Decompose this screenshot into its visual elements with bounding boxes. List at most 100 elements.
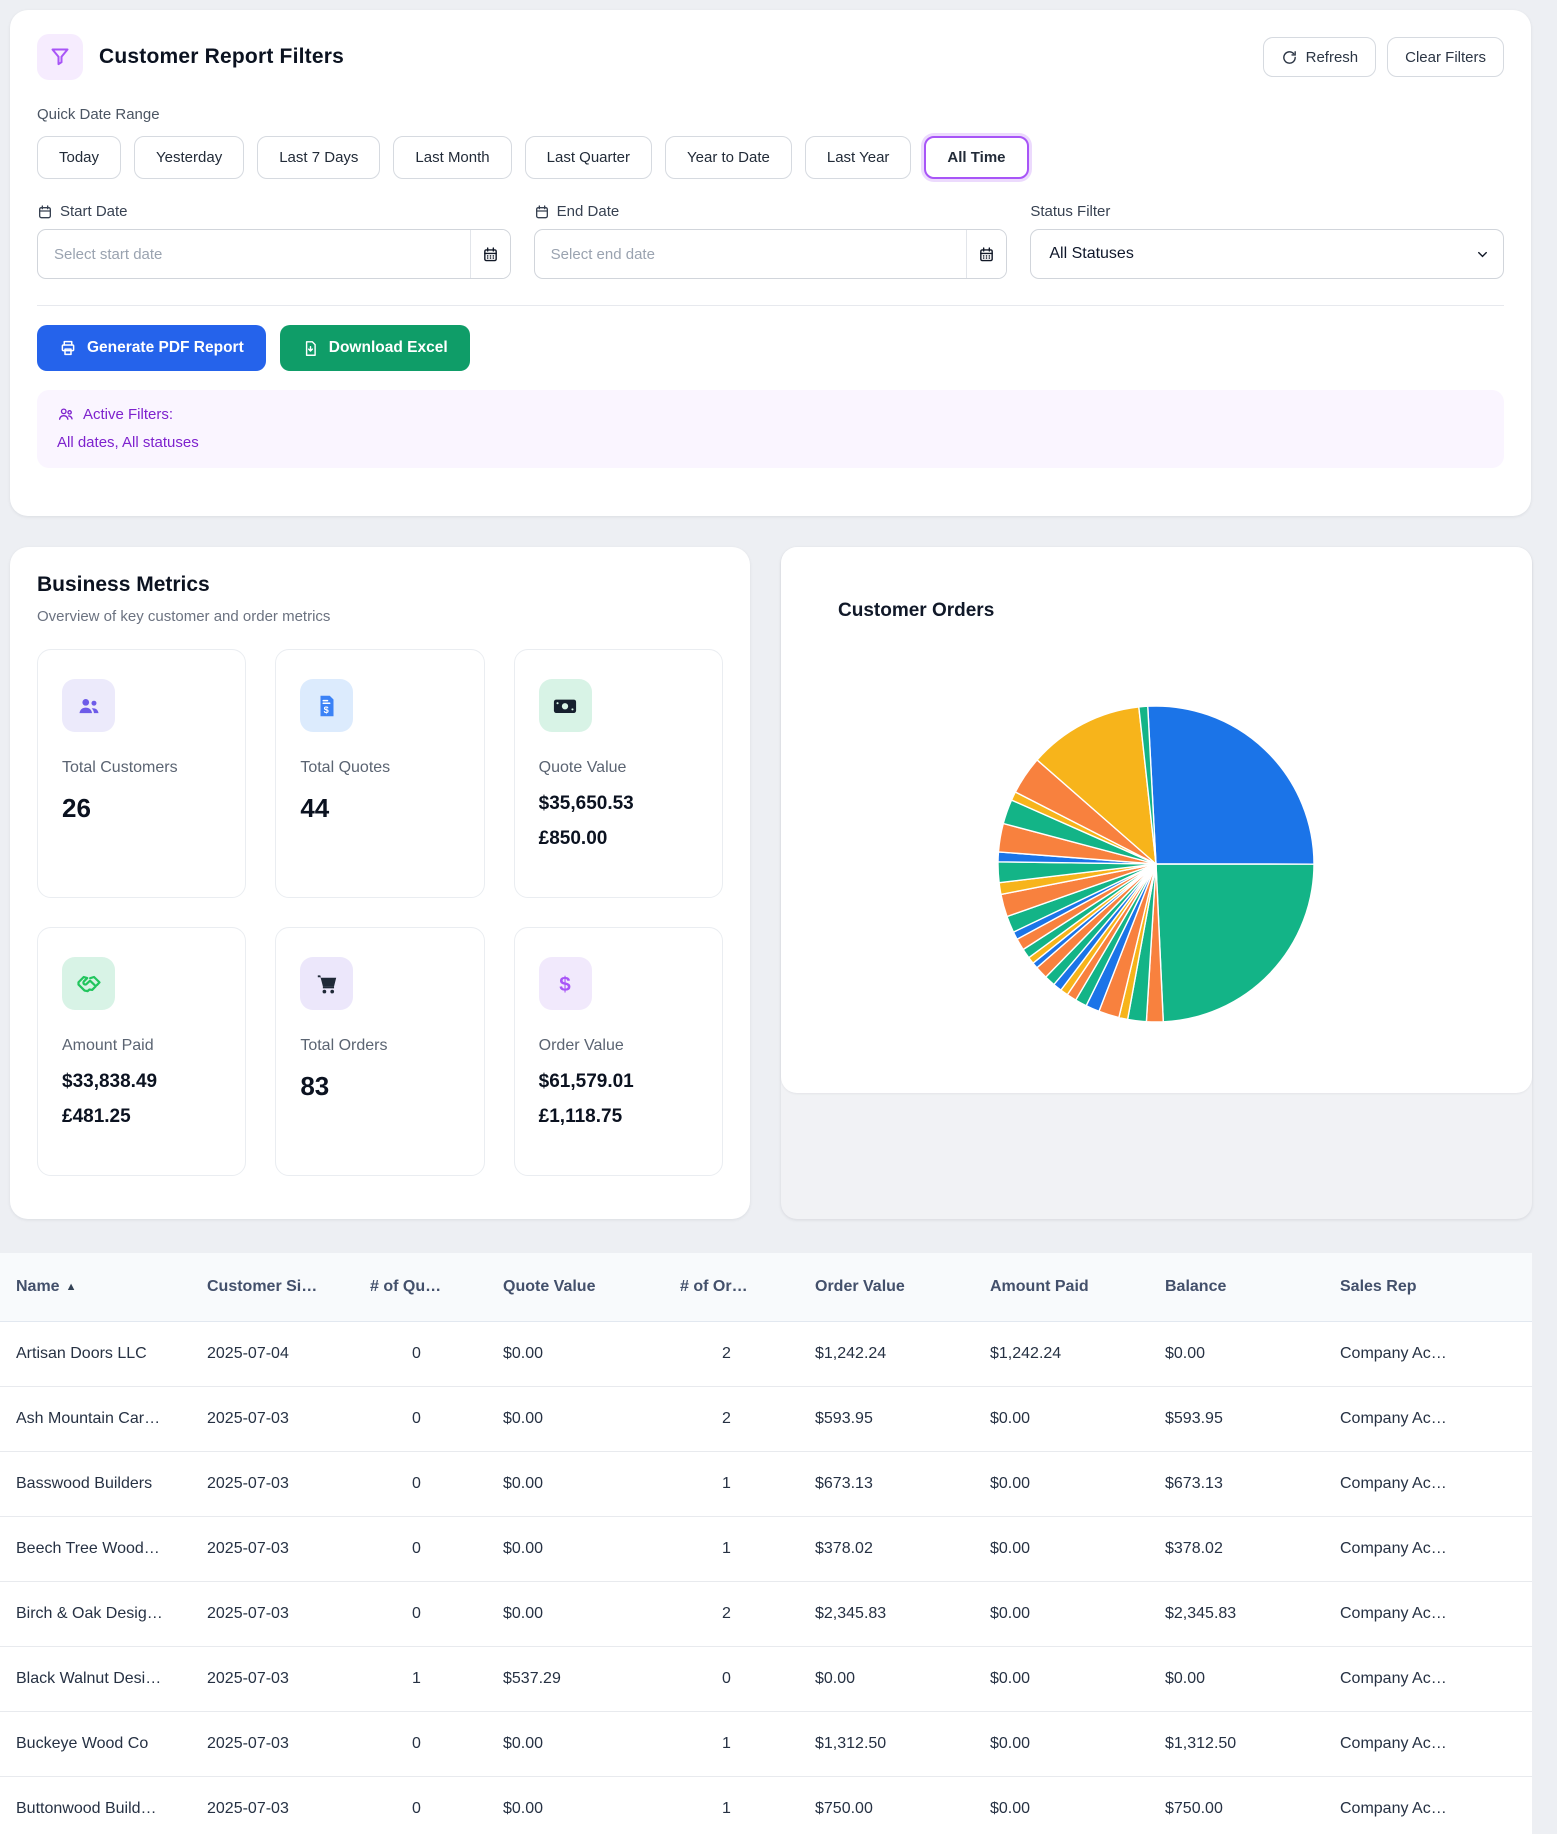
quick-range-last-year[interactable]: Last Year [804,136,912,179]
cell-balance: $378.02 [1165,1540,1223,1557]
money-bill-icon [538,679,592,732]
cell-sales-rep: Company Ac… [1340,1540,1447,1557]
cell-amount-paid: $0.00 [990,1410,1031,1427]
start-date-calendar-button[interactable] [469,230,510,278]
cell-order-value: $2,345.83 [815,1605,887,1622]
metric-value-secondary: £481.25 [62,1106,131,1127]
cell-customer-si-: 2025-07-03 [207,1735,289,1752]
file-download-icon [302,340,319,357]
column-header--of-or-[interactable]: # of Or… [680,1278,748,1295]
column-header-quote-value[interactable]: Quote Value [503,1278,596,1295]
customer-orders-card: Customer Orders [781,547,1532,1219]
table-row[interactable]: Buttonwood Build… 2025-07-03 0 $0.00 1 $750.0… [0,1777,1532,1834]
cell-customer-si-: 2025-07-03 [207,1670,289,1687]
customer-orders-pie-chart [997,705,1315,1023]
cell-name: Ash Mountain Car… [16,1410,161,1427]
quick-range-all-time[interactable]: All Time [924,136,1029,179]
cell--of-or-: 2 [722,1605,731,1622]
quick-range-last-month[interactable]: Last Month [393,136,512,179]
metric-value: 26 [62,793,91,823]
metric-tile-order-value: $ Order Value $61,579.01 £1,118.75 [513,927,723,1176]
metric-value-secondary: £1,118.75 [538,1106,623,1127]
cell--of-qu-: 0 [412,1345,421,1362]
metric-value-secondary: £850.00 [538,828,608,849]
table-row[interactable]: Ash Mountain Car… 2025-07-03 0 $0.00 2 $593.9… [0,1387,1532,1452]
chevron-down-icon [1475,247,1490,262]
cell-order-value: $750.00 [815,1800,873,1817]
cell-name: Buckeye Wood Co [16,1735,149,1752]
cell-sales-rep: Company Ac… [1340,1345,1447,1362]
end-date-input[interactable] [534,230,967,278]
cell--of-qu-: 0 [412,1475,421,1492]
cell--of-qu-: 1 [412,1670,421,1687]
user-group-icon [57,405,75,423]
calendar-icon [37,204,53,220]
metric-value: $61,579.01 [538,1071,634,1092]
table-header-row: Name ▲ Customer Si… # of Qu… Quote Value # o… [0,1253,1532,1322]
column-header-customer-si-[interactable]: Customer Si… [207,1278,318,1295]
pie-slice [1138,705,1157,865]
quick-range-last-quarter[interactable]: Last Quarter [524,136,653,179]
column-header-balance[interactable]: Balance [1165,1278,1227,1295]
column-header-name[interactable]: Name ▲ [16,1278,77,1295]
start-date-input[interactable] [38,230,470,278]
filter-card-header: Customer Report Filters Refresh Clear Fi… [37,34,1504,80]
cell--of-qu-: 0 [412,1800,421,1817]
column-header-amount-paid[interactable]: Amount Paid [990,1278,1089,1295]
cell-order-value: $593.95 [815,1410,873,1427]
cell-name: Buttonwood Build… [16,1800,157,1817]
table-row[interactable]: Black Walnut Desi… 2025-07-03 1 $537.29 0 $0.… [0,1647,1532,1712]
cell-sales-rep: Company Ac… [1340,1475,1447,1492]
end-date-label: End Date [534,203,1008,220]
cell-balance: $0.00 [1165,1345,1206,1362]
cell-amount-paid: $0.00 [990,1475,1031,1492]
cell-order-value: $378.02 [815,1540,873,1557]
column-header--of-qu-[interactable]: # of Qu… [370,1278,442,1295]
start-date-field: Start Date [37,203,511,279]
quick-date-range-label: Quick Date Range [37,106,160,123]
cell--of-qu-: 0 [412,1735,421,1752]
metric-label: Quote Value [538,759,627,776]
table-row[interactable]: Beech Tree Wood… 2025-07-03 0 $0.00 1 $378.02… [0,1517,1532,1582]
cell-name: Black Walnut Desi… [16,1670,162,1687]
cell-order-value: $0.00 [815,1670,856,1687]
cell--of-qu-: 0 [412,1605,421,1622]
cell-quote-value: $0.00 [503,1540,544,1557]
status-filter-select[interactable]: All Statuses [1030,229,1505,279]
quick-range-last-7-days[interactable]: Last 7 Days [257,136,381,179]
table-row[interactable]: Basswood Builders 2025-07-03 0 $0.00 1 $673.1… [0,1452,1532,1517]
quick-range-yesterday[interactable]: Yesterday [134,136,245,179]
cell-order-value: $1,312.50 [815,1735,887,1752]
refresh-button[interactable]: Refresh [1262,37,1377,77]
download-excel-button[interactable]: Download Excel [279,325,470,371]
table-row[interactable]: Birch & Oak Desig… 2025-07-03 0 $0.00 2 $2,34… [0,1582,1532,1647]
generate-pdf-button[interactable]: Generate PDF Report [37,325,266,371]
column-header-order-value[interactable]: Order Value [815,1278,905,1295]
cell-quote-value: $0.00 [503,1605,544,1622]
pie-slice [1146,705,1315,865]
metric-value: 44 [300,793,330,823]
page-title: Customer Report Filters [99,45,344,68]
end-date-calendar-button[interactable] [966,230,1007,278]
cell-amount-paid: $0.00 [990,1670,1031,1687]
active-filters-title: Active Filters: [83,405,174,423]
refresh-label: Refresh [1305,48,1359,66]
cart-icon [300,957,354,1010]
active-filters-box: Active Filters: All dates, All statuses [37,390,1504,468]
generate-pdf-label: Generate PDF Report [87,339,244,356]
cell-quote-value: $0.00 [503,1800,544,1817]
table-row[interactable]: Buckeye Wood Co 2025-07-03 0 $0.00 1 $1,312.5… [0,1712,1532,1777]
table-row[interactable]: Artisan Doors LLC 2025-07-04 0 $0.00 2 $1,242… [0,1322,1532,1387]
metric-label: Total Customers [62,759,178,776]
cell-customer-si-: 2025-07-04 [207,1345,289,1362]
handshake-icon [62,957,115,1010]
cell-customer-si-: 2025-07-03 [207,1540,289,1557]
column-header-sales-rep[interactable]: Sales Rep [1340,1278,1417,1295]
clear-filters-button[interactable]: Clear Filters [1387,37,1504,77]
metric-tile-total-orders: Total Orders 83 [275,927,485,1176]
cell--of-or-: 1 [722,1540,731,1557]
status-filter-field: Status Filter All Statuses [1030,203,1505,279]
cell-amount-paid: $0.00 [990,1800,1031,1817]
quick-range-today[interactable]: Today [37,136,122,179]
quick-range-year-to-date[interactable]: Year to Date [665,136,792,179]
